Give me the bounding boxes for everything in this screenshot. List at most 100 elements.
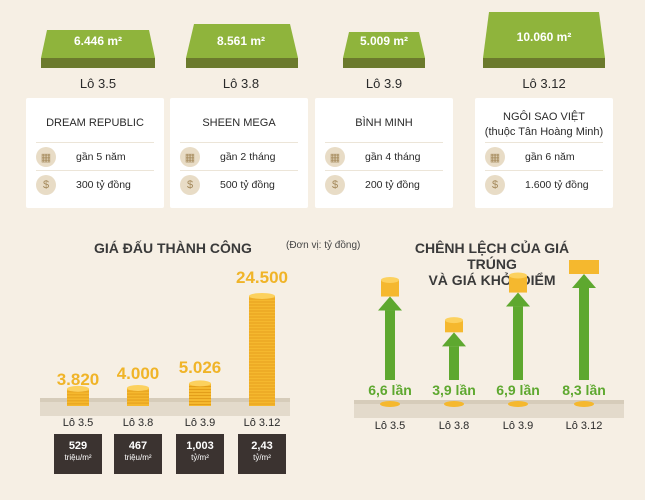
price-per-m2-box: 529 triệu/m² (54, 434, 102, 474)
bids-title: GIÁ ĐẤU THÀNH CÔNG (94, 240, 252, 256)
developer-card: BÌNH MINH ▦ gần 4 tháng $ 200 tỷ đồng (315, 98, 453, 208)
time-row: ▦ gần 5 năm (36, 142, 154, 170)
diff-title-line1: CHÊNH LỆCH CỦA GIÁ TRÚNG (414, 240, 570, 272)
time-text: gần 5 năm (76, 150, 126, 163)
price-unit: tỷ/m² (191, 453, 209, 462)
lot-name: Lô 3.5 (79, 76, 117, 91)
lot-column: 6.446 m² Lô 3.5 (29, 0, 167, 96)
diff-shelf-top (354, 400, 624, 404)
bid-coin-stacks (67, 293, 275, 406)
developer-title: SHEEN MEGA (202, 117, 276, 129)
price-per-m2-box: 1,003 tỷ/m² (176, 434, 224, 474)
price-per-m2-box: 2,43 tỷ/m² (238, 434, 286, 474)
price-unit: triệu/m² (124, 453, 152, 462)
coin-stack (127, 385, 149, 406)
land-plot: 10.060 m² (475, 0, 613, 72)
bid-price: 24.500 (236, 268, 288, 287)
time-row: ▦ gần 6 năm (485, 142, 603, 170)
developer-name: NGÔI SAO VIỆT (thuộc Tân Hoàng Minh) (475, 98, 613, 142)
money-bag-icon: $ (325, 175, 345, 195)
calendar-icon: ▦ (325, 147, 345, 167)
diff-lot-label: Lô 3.8 (438, 420, 470, 432)
land-plot: 5.009 m² (315, 0, 453, 72)
price-per-m2: 467 (128, 440, 148, 452)
grass-plot-icon (483, 12, 605, 68)
cost-row: $ 500 tỷ đồng (180, 170, 298, 198)
price-per-m2: 529 (68, 440, 88, 452)
developer-card: SHEEN MEGA ▦ gần 2 tháng $ 500 tỷ đồng (170, 98, 308, 208)
grass-plot-icon (41, 30, 155, 68)
lot-area: 10.060 m² (516, 30, 572, 44)
coin-stack (67, 385, 89, 406)
growth-arrow (569, 260, 599, 407)
time-row: ▦ gần 2 tháng (180, 142, 298, 170)
time-row: ▦ gần 4 tháng (325, 142, 443, 170)
developer-title: DREAM REPUBLIC (46, 117, 144, 129)
bid-lot-label: Lô 3.12 (243, 417, 281, 429)
cost-text: 500 tỷ đồng (220, 178, 275, 191)
developer-card: DREAM REPUBLIC ▦ gần 5 năm $ 300 tỷ đồng (26, 98, 164, 208)
growth-arrow (378, 276, 402, 407)
diff-ratio: 6,6 lần (368, 382, 412, 398)
time-text: gần 4 tháng (365, 150, 421, 163)
time-text: gần 2 tháng (220, 150, 276, 163)
money-bag-icon: $ (485, 175, 505, 195)
money-bag-icon: $ (36, 175, 56, 195)
lot-column: 8.561 m² Lô 3.8 (172, 0, 310, 96)
money-bag-icon: $ (180, 175, 200, 195)
cost-row: $ 1.600 tỷ đồng (485, 170, 603, 198)
coin-stack (189, 380, 211, 406)
bid-price: 4.000 (116, 364, 160, 383)
diff-ratio: 6,9 lần (496, 382, 540, 398)
lot-name: Lô 3.8 (222, 76, 260, 91)
bid-lot-label: Lô 3.5 (62, 417, 94, 429)
price-per-m2: 2,43 (251, 440, 273, 452)
coin-stack (249, 293, 275, 406)
calendar-icon: ▦ (485, 147, 505, 167)
bid-lot-label: Lô 3.9 (184, 417, 216, 429)
developer-card: NGÔI SAO VIỆT (thuộc Tân Hoàng Minh) ▦ g… (475, 98, 613, 208)
diff-lot-label: Lô 3.12 (565, 420, 603, 432)
bids-shelf (40, 402, 290, 416)
price-per-m2-box: 467 triệu/m² (114, 434, 162, 474)
price-unit: triệu/m² (64, 453, 92, 462)
unit-note: (Đơn vị: tỷ đồng) (286, 240, 361, 251)
lot-area: 8.561 m² (216, 34, 266, 48)
diff-ratio: 3,9 lần (432, 382, 476, 398)
lot-column: 5.009 m² Lô 3.9 (315, 0, 453, 96)
cost-row: $ 300 tỷ đồng (36, 170, 154, 198)
lot-name: Lô 3.12 (522, 76, 566, 91)
diff-ratio: 8,3 lần (562, 382, 606, 398)
lot-name: Lô 3.9 (365, 76, 403, 91)
lot-column: 10.060 m² Lô 3.12 (475, 0, 613, 96)
diff-lot-label: Lô 3.9 (502, 420, 534, 432)
bid-price: 3.820 (56, 370, 100, 389)
cost-text: 1.600 tỷ đồng (525, 178, 589, 191)
bid-price: 5.026 (178, 358, 222, 377)
growth-arrow (506, 272, 530, 407)
cost-row: $ 200 tỷ đồng (325, 170, 443, 198)
calendar-icon: ▦ (180, 147, 200, 167)
developer-name: DREAM REPUBLIC (26, 98, 164, 142)
grass-plot-icon (343, 32, 425, 68)
cost-text: 200 tỷ đồng (365, 178, 420, 191)
land-plot: 8.561 m² (172, 0, 310, 72)
diff-arrows-chart (378, 260, 599, 407)
lot-area: 5.009 m² (359, 34, 409, 48)
land-plot: 6.446 m² (29, 0, 167, 72)
time-text: gần 6 năm (525, 150, 575, 163)
lot-area: 6.446 m² (73, 34, 123, 48)
calendar-icon: ▦ (36, 147, 56, 167)
grass-plot-icon (186, 24, 298, 68)
cost-text: 300 tỷ đồng (76, 178, 131, 191)
developer-name: SHEEN MEGA (170, 98, 308, 142)
developer-title: BÌNH MINH (355, 117, 413, 129)
developer-title: NGÔI SAO VIỆT (503, 111, 585, 123)
developer-subtitle: (thuộc Tân Hoàng Minh) (484, 126, 604, 138)
bids-shelf-top (40, 398, 290, 402)
developer-name: BÌNH MINH (315, 98, 453, 142)
price-per-m2: 1,003 (186, 440, 214, 452)
growth-arrow (442, 317, 466, 407)
diff-lot-label: Lô 3.5 (374, 420, 406, 432)
price-unit: tỷ/m² (253, 453, 271, 462)
